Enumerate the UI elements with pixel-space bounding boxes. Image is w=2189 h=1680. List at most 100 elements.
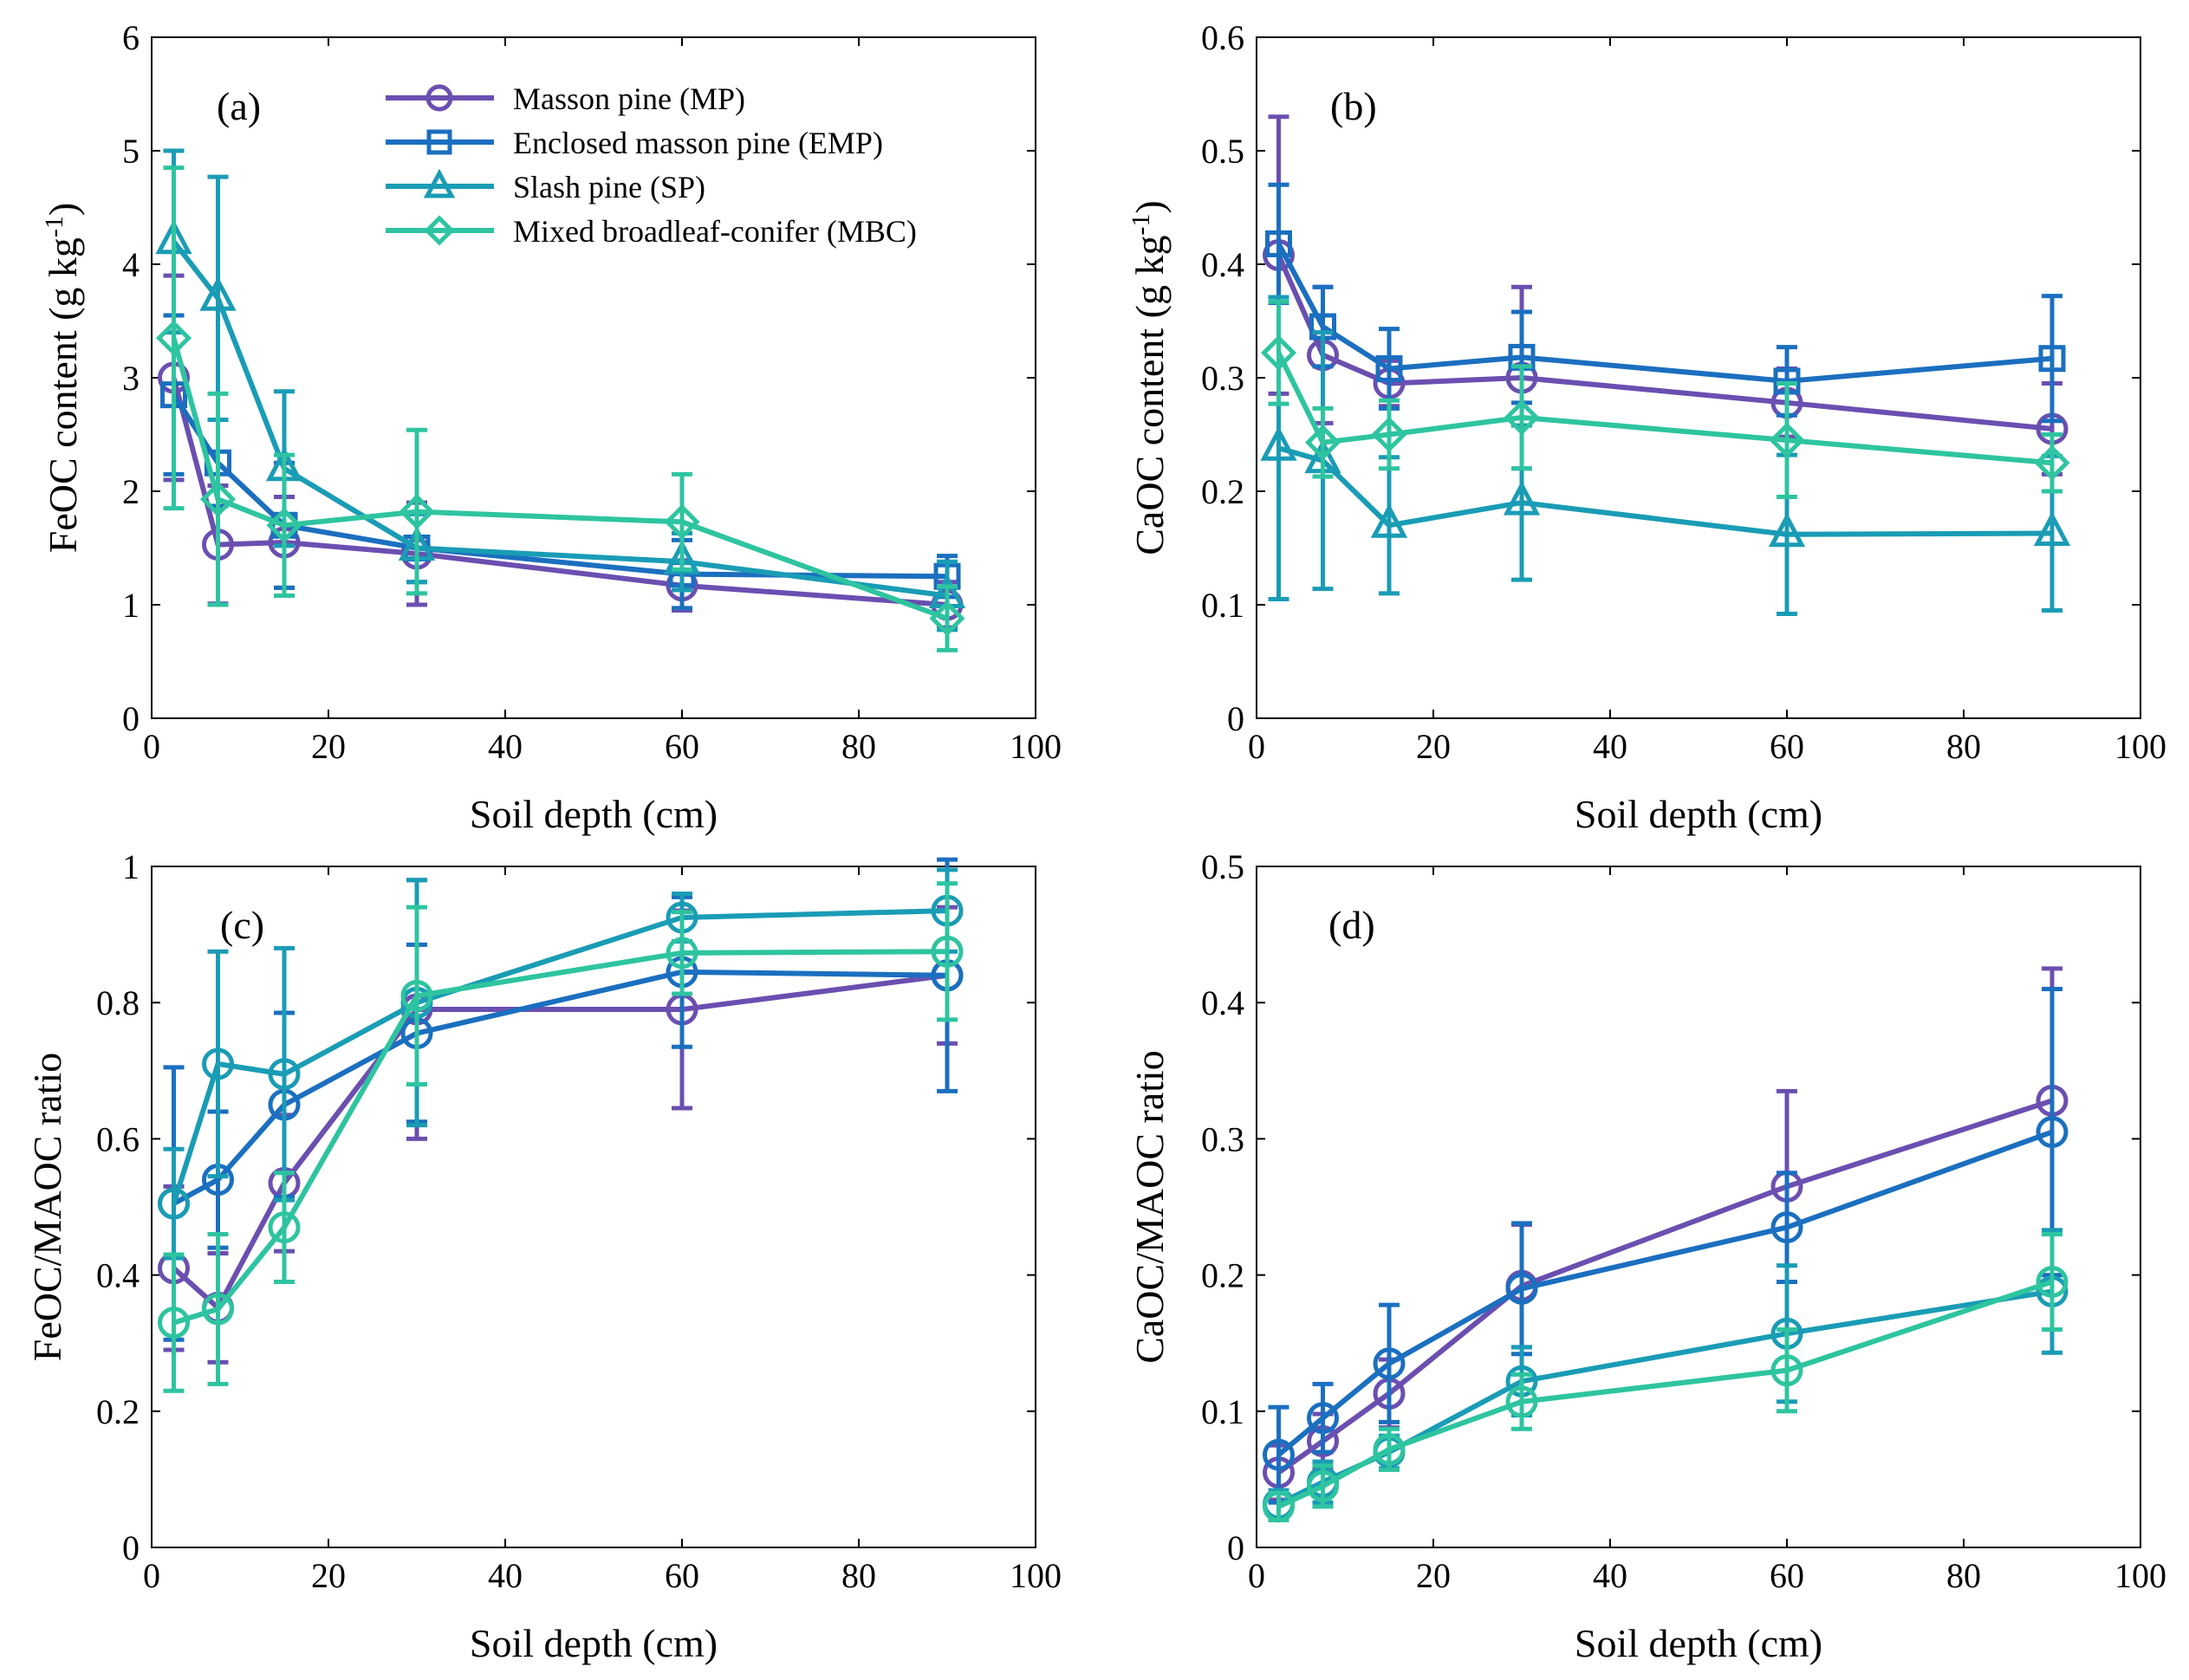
y-axis-label-d: CaOC/MAOC ratio [1127,1050,1172,1364]
data-point-a-mbc-1 [199,481,237,517]
y-tick-label-c-4: 0.8 [96,983,140,1022]
ticks-b: 0 20 40 60 80 100 0 0.1 0.2 0.3 0.4 0.5 0.6 [1201,18,2166,766]
y-tick-label-a-3: 3 [122,359,140,398]
y-axis-label-b-suffix: ) [1127,200,1172,213]
legend-label-emp: Enclosed masson pine (EMP) [513,126,883,160]
data-point-c-mbc-5 [931,935,964,968]
series-b [1260,114,2071,616]
series-line-a-mp [171,377,948,607]
x-tick-label-a-3: 60 [665,727,699,766]
x-tick-label-a-1: 20 [311,727,346,766]
data-point-a-mbc-0 [155,320,192,356]
y-tick-label-a-5: 5 [122,132,140,171]
data-point-a-sp-1 [199,276,237,311]
data-point-a-mbc-4 [664,503,700,540]
y-tick-label-d-2: 0.2 [1201,1256,1244,1295]
y-tick-label-c-0: 0 [122,1528,140,1567]
panel-d: 0 20 40 60 80 100 0 0.1 0.2 0.3 0.4 0.5 (d) Soil de… [1127,847,2166,1665]
y-tick-label-b-2: 0.2 [1201,472,1244,511]
legend-entry-mp: Masson pine (MP) [386,81,745,116]
data-point-b-emp-0 [1265,230,1292,257]
series-line-d-emp [1276,1129,2054,1457]
y-axis-label-c: FeOC/MAOC ratio [25,1053,69,1362]
series-a [155,148,966,652]
y-tick-label-a-4: 4 [122,245,140,284]
data-point-b-mbc-4 [1769,422,1805,458]
y-tick-label-a-1: 1 [122,586,140,625]
x-tick-label-a-4: 80 [841,727,876,766]
data-point-d-mbc-5 [2036,1265,2069,1298]
legend-entry-emp: Enclosed masson pine (EMP) [386,126,883,160]
x-tick-label-d-5: 100 [2114,1556,2166,1595]
data-point-d-emp-3 [1505,1272,1538,1305]
panel-label-b: (b) [1330,84,1377,128]
y-tick-label-d-0: 0 [1227,1528,1244,1567]
y-axis-label-a-sup: -1 [40,216,68,237]
legend-label-mbc: Mixed broadleaf-conifer (MBC) [513,214,917,249]
y-axis-label-a-suffix: ) [41,203,85,216]
x-tick-label-a-2: 40 [488,727,523,766]
y-tick-label-d-5: 0.5 [1201,847,1244,886]
legend-label-mp: Masson pine (MP) [513,81,745,116]
series-line-c-sp [171,908,948,1204]
data-point-a-sp-4 [663,539,701,574]
x-tick-label-c-2: 40 [488,1556,523,1595]
data-point-b-mbc-3 [1504,399,1540,436]
x-tick-label-b-0: 0 [1248,727,1265,766]
data-point-d-emp-5 [2036,1116,2069,1149]
y-axis-label-a: FeOC content (g kg-1) [40,203,86,553]
data-point-d-emp-4 [1770,1211,1803,1244]
series-line-b-mbc [1276,351,2053,466]
series-b-mbc [1260,299,2070,500]
y-tick-label-b-3: 0.3 [1201,359,1244,398]
legend-entry-mbc: Mixed broadleaf-conifer (MBC) [386,214,917,249]
x-tick-label-c-4: 80 [841,1556,876,1595]
x-axis-label-b: Soil depth (cm) [1575,792,1822,836]
y-tick-label-b-1: 0.1 [1201,586,1244,625]
y-tick-label-a-0: 0 [122,699,140,738]
y-tick-label-c-1: 0.2 [96,1392,140,1431]
data-point-c-mbc-3 [400,979,433,1012]
x-axis-label-c: Soil depth (cm) [470,1621,718,1665]
y-tick-label-c-5: 1 [122,847,140,886]
panel-b: 0 20 40 60 80 100 0 0.1 0.2 0.3 0.4 0.5 0.6 (b) Soil… [1127,18,2167,836]
y-axis-label-b-sup: -1 [1127,214,1155,236]
plot-area-d [1256,866,2141,1548]
series-d-emp [1263,986,2069,1505]
panel-label-c: (c) [220,903,264,947]
data-point-b-emp-2 [1375,355,1403,383]
data-point-c-sp-2 [268,1058,301,1091]
plot-area-c [151,866,1036,1548]
panel-label-a: (a) [217,84,261,128]
x-tick-label-d-0: 0 [1248,1556,1265,1595]
y-tick-label-b-6: 0.6 [1201,18,1244,57]
legend-marker-sp [423,168,456,198]
series-line-d-sp [1277,1288,2053,1507]
data-point-c-sp-0 [158,1187,190,1220]
series-c-mbc [158,881,964,1393]
data-point-c-sp-1 [202,1048,234,1080]
series-line-c-emp [172,969,948,1206]
series-line-a-sp [172,239,948,599]
data-point-b-mbc-0 [1260,334,1297,371]
x-tick-label-b-5: 100 [2114,727,2166,766]
y-axis-label-b-main: CaOC content (g kg [1127,236,1172,555]
data-point-d-mbc-1 [1307,1469,1339,1502]
series-line-c-mp [172,972,948,1311]
data-point-d-emp-1 [1307,1402,1339,1435]
series-d-mbc [1263,1231,2069,1523]
x-axis-label-a: Soil depth (cm) [470,792,718,836]
x-tick-label-d-2: 40 [1593,1556,1627,1595]
data-point-d-mbc-2 [1373,1433,1406,1466]
x-tick-label-d-4: 80 [1946,1556,1981,1595]
series-a-mbc [155,165,965,652]
ticks-d: 0 20 40 60 80 100 0 0.1 0.2 0.3 0.4 0.5 [1201,847,2166,1595]
x-tick-label-b-4: 80 [1946,727,1981,766]
x-tick-label-b-1: 20 [1416,727,1451,766]
data-point-b-mbc-2 [1371,416,1407,453]
x-axis-label-d: Soil depth (cm) [1575,1621,1822,1665]
x-tick-label-c-0: 0 [143,1556,160,1595]
y-tick-label-d-3: 0.3 [1201,1119,1244,1158]
x-tick-label-d-3: 60 [1770,1556,1804,1595]
